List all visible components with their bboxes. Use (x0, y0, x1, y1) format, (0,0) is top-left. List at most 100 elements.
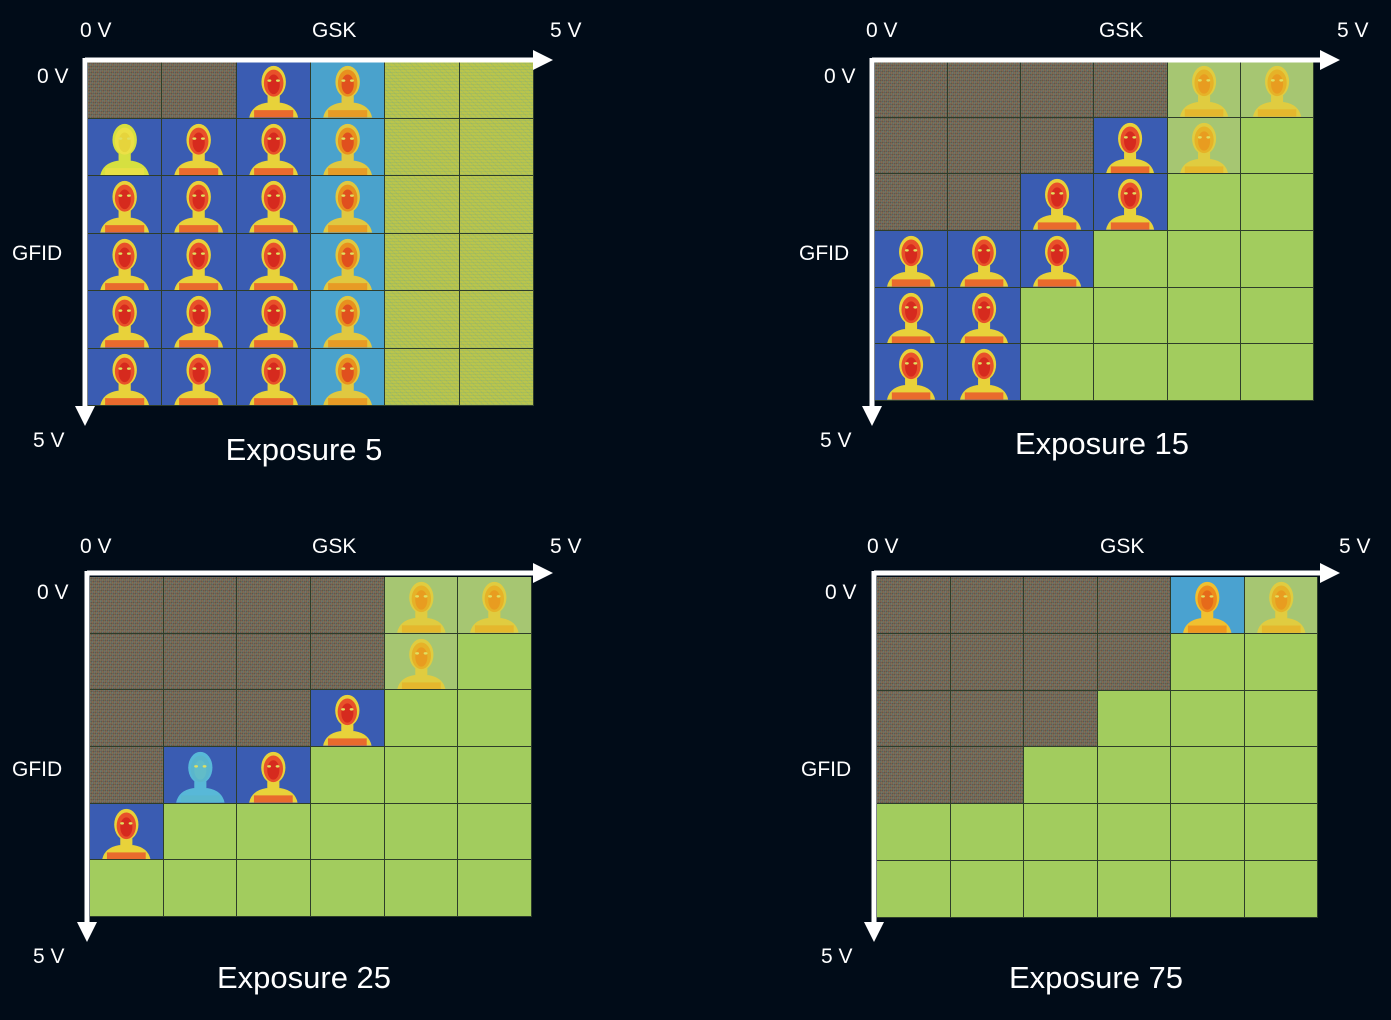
x-axis-arrowhead (1320, 563, 1340, 583)
grid-cell-r5-c3 (1094, 344, 1168, 401)
grid-cell-r0-c1 (950, 577, 1024, 634)
y-axis-end-label: 5 V (820, 429, 852, 452)
grid-cell-r5-c5 (458, 860, 532, 917)
grid-cell-r0-c4 (384, 577, 459, 634)
panel-title: Exposure 15 (1014, 426, 1190, 461)
grid-cell-r2-c3 (1094, 174, 1168, 231)
grid-cell-r1-c0 (88, 118, 163, 176)
grid-cell-r3-c0 (877, 747, 951, 805)
panel-title: Exposure 5 (225, 432, 383, 467)
grid-cell-r0-c3 (1097, 577, 1171, 634)
grid-cell-r3-c0 (875, 231, 949, 288)
grid-cell-r5-c3 (311, 348, 386, 406)
grid-cell-r1-c5 (459, 118, 534, 176)
image-grid (877, 577, 1318, 918)
y-axis-title: GFID (12, 242, 63, 265)
grid-cell-r4-c3 (1094, 287, 1168, 345)
axis-arrows (862, 50, 1340, 426)
grid-cell-r0-c3 (310, 577, 385, 634)
grid-cell-r0-c1 (948, 61, 1022, 118)
panel-exposure-75: 0 V GSK 5 V 0 V GFID 5 V Exposure 75 (787, 516, 1391, 1020)
grid-cell-r0-c5 (458, 577, 532, 634)
grid-cell-r3-c4 (1167, 231, 1241, 288)
grid-cell-r2-c2 (1024, 690, 1098, 748)
grid-cell-r2-c5 (458, 690, 532, 747)
grid-cell-r1-c0 (90, 633, 164, 691)
grid-cell-r3-c2 (237, 747, 311, 804)
grid-cell-r4-c2 (236, 291, 311, 349)
grid-cell-r2-c3 (310, 690, 385, 747)
grid-cell-r5-c2 (236, 348, 311, 406)
grid-cell-r0-c5 (1244, 577, 1318, 634)
grid-cell-r2-c5 (1244, 690, 1318, 748)
grid-cell-r4-c3 (1097, 804, 1171, 862)
panel-exposure-25: 0 V GSK 5 V 0 V GFID 5 V Exposure 25 (0, 516, 695, 1020)
axis-arrows (864, 563, 1340, 942)
grid-cell-r1-c3 (311, 118, 386, 176)
grid-cell-r1-c3 (1097, 633, 1171, 691)
grid-cell-r4-c0 (875, 287, 949, 345)
grid-cell-r1-c1 (162, 118, 237, 176)
grid-cell-r3-c3 (311, 233, 386, 291)
grid-cell-r4-c4 (385, 291, 460, 349)
grid-cell-r0-c2 (237, 577, 311, 634)
grid-cell-r4-c3 (310, 803, 385, 861)
grid-cell-r2-c4 (385, 176, 460, 234)
grid-cell-r3-c0 (90, 747, 164, 804)
grid-cell-r0-c5 (459, 61, 534, 119)
grid-cell-r4-c1 (162, 291, 237, 349)
y-axis-start-label: 0 V (824, 65, 856, 88)
grid-cell-r1-c4 (1171, 633, 1245, 691)
grid-cell-r2-c5 (1240, 174, 1314, 231)
grid-cell-r5-c3 (1097, 861, 1171, 918)
grid-cell-r2-c5 (459, 176, 534, 234)
grid-cell-r5-c1 (950, 861, 1024, 918)
y-axis-arrowhead (75, 406, 95, 426)
grid-cell-r2-c2 (236, 176, 311, 234)
grid-cell-r4-c0 (88, 291, 163, 349)
x-axis-end-label: 5 V (550, 535, 582, 558)
grid-cell-r5-c0 (875, 344, 949, 401)
grid-cell-r3-c2 (236, 233, 311, 291)
grid-cell-r2-c0 (875, 174, 949, 231)
grid-cell-r4-c1 (950, 804, 1024, 862)
x-axis-end-label: 5 V (1339, 535, 1371, 558)
grid-cell-r2-c3 (1097, 690, 1171, 748)
grid-cell-r5-c2 (237, 860, 311, 917)
y-axis-arrowhead (77, 922, 97, 942)
axis-arrows (75, 50, 553, 426)
grid-cell-r1-c5 (1244, 633, 1318, 691)
grid-cell-r4-c2 (1024, 804, 1098, 862)
x-axis-arrowhead (1320, 50, 1340, 70)
grid-cell-r2-c1 (162, 176, 237, 234)
grid-cell-r1-c4 (385, 118, 460, 176)
axis-arrows (77, 563, 553, 942)
grid-cell-r4-c1 (163, 803, 238, 861)
grid-cell-r1-c1 (948, 117, 1022, 175)
y-axis-title: GFID (801, 758, 852, 781)
y-axis-arrowhead (862, 406, 882, 426)
panel-exposure-15: 0 V GSK 5 V 0 V GFID 5 V Exposure 15 (787, 0, 1391, 504)
grid-cell-r1-c4 (1167, 117, 1241, 175)
grid-cell-r5-c4 (1167, 344, 1241, 401)
x-axis-title: GSK (312, 19, 357, 42)
grid-cell-r3-c1 (948, 231, 1022, 288)
grid-cell-r0-c4 (1171, 577, 1245, 634)
grid-cell-r5-c5 (459, 348, 534, 406)
x-axis-arrowhead (533, 563, 553, 583)
grid-cell-r2-c2 (1021, 174, 1095, 231)
panel-title: Exposure 75 (1008, 960, 1184, 995)
image-grid (90, 577, 532, 917)
panel-exposure-5: 0 V GSK 5 V 0 V GFID 5 V Exposure 5 (0, 0, 695, 504)
grid-cell-r0-c0 (877, 577, 951, 634)
x-axis-start-label: 0 V (80, 19, 112, 42)
y-axis-arrowhead (864, 922, 884, 942)
grid-cell-r0-c0 (875, 61, 949, 118)
grid-cell-r2-c0 (877, 690, 951, 748)
grid-cell-r0-c5 (1240, 61, 1314, 118)
y-axis-title: GFID (799, 242, 850, 265)
grid-cell-r0-c3 (1094, 61, 1168, 118)
grid-cell-r2-c1 (948, 174, 1022, 231)
grid-cell-r3-c5 (459, 233, 534, 291)
grid-cell-r2-c0 (90, 690, 164, 747)
